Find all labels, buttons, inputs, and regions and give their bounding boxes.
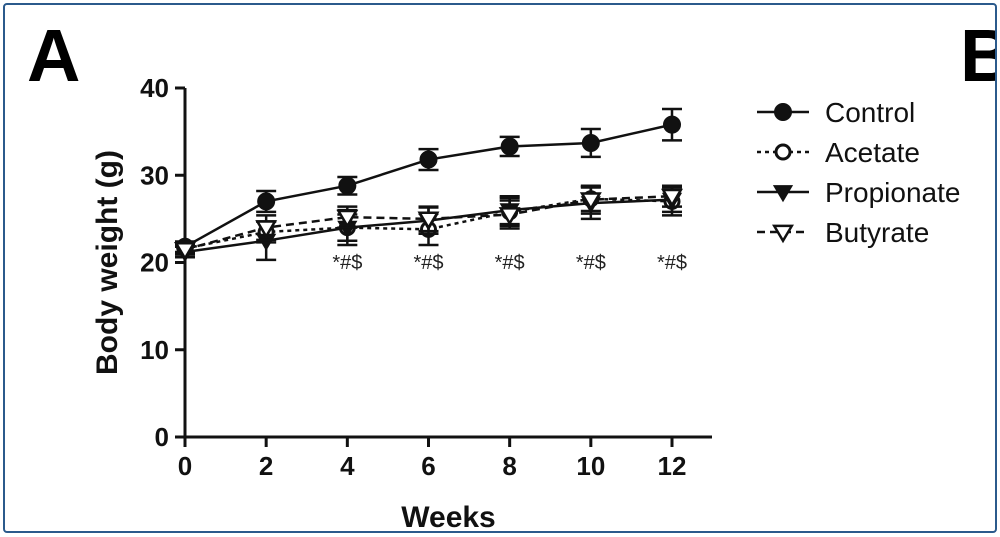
legend-label: Acetate (825, 137, 920, 168)
legend-item-propionate: Propionate (757, 177, 960, 208)
data-point-butyrate (255, 220, 278, 239)
series-control (175, 107, 682, 256)
panel-label-b: B (960, 14, 995, 97)
x-tick-label: 8 (502, 451, 516, 481)
y-axis-title: Body weight (g) (91, 150, 124, 375)
significance-annotation: *#$ (495, 252, 525, 274)
legend-label: Control (825, 97, 915, 128)
data-point-butyrate (174, 242, 196, 261)
significance-annotation: *#$ (413, 252, 443, 274)
data-point-control (663, 115, 681, 134)
significance-annotation: *#$ (657, 252, 687, 274)
x-tick-label: 0 (178, 451, 192, 481)
data-point-control (338, 176, 357, 195)
data-point-control (581, 133, 600, 152)
series-butyrate (174, 184, 683, 261)
x-tick-label: 4 (340, 451, 355, 481)
body-weight-chart: A B 0 10 20 30 40 0 2 4 6 8 10 12 *#$ *#$ *#$ *#$ *#$ C… (27, 14, 995, 531)
significance-annotation: *#$ (576, 252, 606, 274)
legend-item-acetate: Acetate (757, 137, 920, 168)
data-point-control (500, 137, 519, 156)
legend-marker (772, 185, 794, 203)
chart-axes: 0 10 20 30 40 0 2 4 6 8 10 12 (140, 73, 712, 481)
x-axis-title: Weeks (401, 501, 496, 531)
chart-series (174, 107, 683, 263)
panel-label-a: A (27, 14, 80, 97)
chart-annotations: *#$ *#$ *#$ *#$ *#$ (332, 252, 687, 274)
x-tick-label: 10 (576, 451, 605, 481)
legend-label: Butyrate (825, 217, 929, 248)
y-tick-label: 20 (140, 248, 169, 278)
legend-marker (774, 143, 792, 161)
data-point-control (257, 192, 276, 211)
legend-label: Propionate (825, 177, 960, 208)
significance-annotation: *#$ (332, 252, 362, 274)
data-point-control (419, 150, 438, 169)
legend-item-control: Control (757, 97, 915, 128)
y-tick-label: 40 (140, 73, 169, 103)
legend-marker (774, 103, 792, 121)
data-point-butyrate (498, 207, 521, 226)
chart-legend: Control Acetate Propionate Butyrate (757, 97, 960, 248)
y-tick-label: 30 (140, 160, 169, 190)
data-point-butyrate (661, 188, 683, 208)
legend-item-butyrate: Butyrate (757, 217, 929, 248)
x-tick-label: 6 (421, 451, 435, 481)
data-point-butyrate (579, 192, 602, 211)
y-tick-label: 0 (155, 422, 169, 452)
data-point-butyrate (417, 211, 440, 231)
legend-marker (772, 224, 794, 244)
data-point-butyrate (336, 209, 359, 229)
x-tick-label: 2 (259, 451, 273, 481)
y-tick-label: 10 (140, 335, 169, 365)
x-tick-label: 12 (658, 451, 687, 481)
figure-frame: A B 0 10 20 30 40 0 2 4 6 8 10 12 *#$ *#$ *#$ *#$ *#$ C… (3, 3, 997, 533)
